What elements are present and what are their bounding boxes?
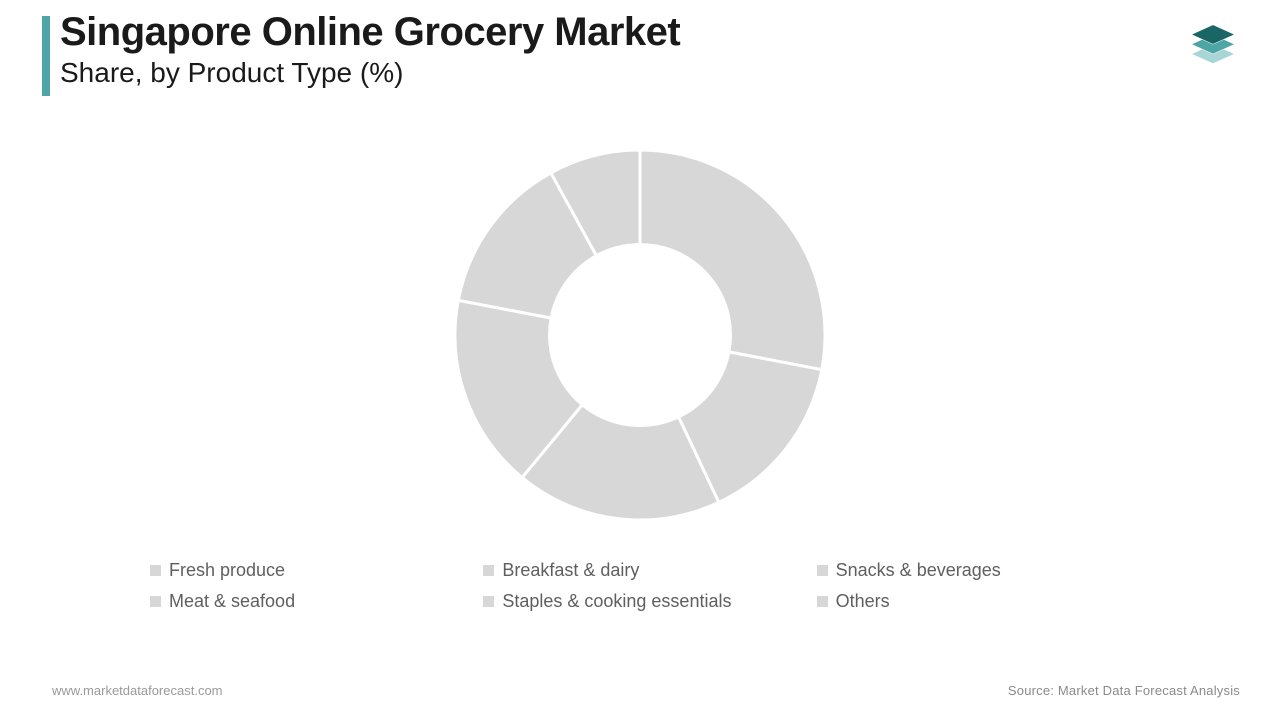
legend-label: Snacks & beverages: [836, 560, 1001, 581]
legend-item: Others: [817, 591, 1130, 612]
footer-url: www.marketdataforecast.com: [52, 683, 223, 698]
legend-item: Staples & cooking essentials: [483, 591, 796, 612]
donut-chart: [450, 145, 830, 525]
title-accent-bar: [42, 16, 50, 96]
legend-label: Fresh produce: [169, 560, 285, 581]
legend-swatch: [817, 596, 828, 607]
legend-swatch: [150, 596, 161, 607]
page-title: Singapore Online Grocery Market: [60, 10, 680, 54]
legend-item: Snacks & beverages: [817, 560, 1130, 581]
footer-source: Source: Market Data Forecast Analysis: [1008, 683, 1240, 698]
legend-swatch: [817, 565, 828, 576]
legend-item: Fresh produce: [150, 560, 463, 581]
brand-logo: [1186, 14, 1240, 68]
legend-label: Meat & seafood: [169, 591, 295, 612]
page: Singapore Online Grocery Market Share, b…: [0, 0, 1280, 720]
legend-label: Breakfast & dairy: [502, 560, 639, 581]
legend-item: Breakfast & dairy: [483, 560, 796, 581]
page-subtitle: Share, by Product Type (%): [60, 56, 680, 90]
legend-label: Others: [836, 591, 890, 612]
stacked-layers-icon: [1186, 14, 1240, 68]
chart-legend: Fresh produce Breakfast & dairy Snacks & b…: [150, 560, 1130, 612]
title-block: Singapore Online Grocery Market Share, b…: [60, 10, 680, 90]
legend-swatch: [483, 596, 494, 607]
legend-item: Meat & seafood: [150, 591, 463, 612]
legend-label: Staples & cooking essentials: [502, 591, 731, 612]
legend-swatch: [483, 565, 494, 576]
chart-container: [0, 140, 1280, 530]
legend-swatch: [150, 565, 161, 576]
